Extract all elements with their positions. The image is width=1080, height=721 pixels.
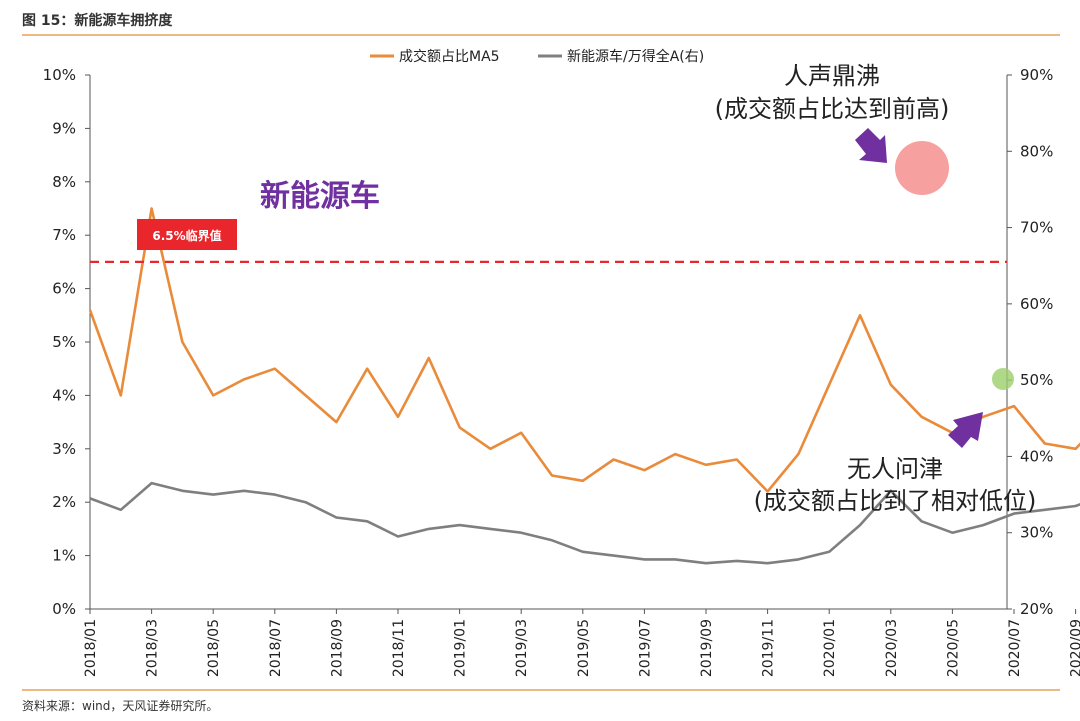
x-tick-label: 2018/07 — [268, 619, 284, 677]
x-tick-label: 2019/01 — [453, 619, 469, 677]
x-tick-label: 2020/09 — [1069, 619, 1080, 677]
threshold-label: 6.5%临界值 — [152, 228, 221, 243]
annotation-high-line2: (成交额占比达到前高) — [715, 95, 950, 123]
x-tick-label: 2019/05 — [576, 619, 592, 677]
highlight-circle-low — [992, 368, 1014, 390]
y-left-tick-label: 9% — [52, 119, 76, 137]
annotations: 新能源车 人声鼎沸 (成交额占比达到前高) 无人问津 (成交额占比到了相对低位) — [260, 62, 1036, 515]
y-right-tick-label: 70% — [1020, 219, 1053, 237]
y-left-tick-label: 7% — [52, 226, 76, 244]
series-layer — [88, 207, 1080, 565]
highlight-circle-high — [895, 141, 949, 195]
annotation-low-line1: 无人问津 — [847, 455, 943, 483]
series-line-ratio — [89, 481, 1080, 565]
x-tick-label: 2020/05 — [945, 619, 961, 677]
annotation-title: 新能源车 — [260, 179, 380, 214]
x-tick-label: 2019/07 — [637, 619, 653, 677]
annotation-low-line2: (成交额占比到了相对低位) — [754, 487, 1037, 515]
arrow-high — [855, 128, 887, 163]
threshold-layer: 6.5%临界值 — [90, 219, 1007, 263]
y-left-tick-label: 6% — [52, 280, 76, 298]
figure-title: 图 15：新能源车拥挤度 — [22, 13, 173, 29]
threshold-label-box — [137, 219, 237, 250]
y-left-tick-label: 2% — [52, 493, 76, 511]
x-tick-label: 2019/11 — [761, 619, 777, 677]
x-tick-label: 2019/09 — [699, 619, 715, 677]
axes: 0% 1% 2% 3% 4% 5% 6% 7% 8% 9% 10% 20% 30% 40% 50% 60% 70… — [43, 66, 1080, 677]
y-left-tick-label: 0% — [52, 600, 76, 618]
y-right-tick-label: 30% — [1020, 524, 1053, 542]
legend: 成交额占比MA5 新能源车/万得全A(右) — [370, 48, 704, 65]
y-left-tick-label: 4% — [52, 386, 76, 404]
annotation-high-line1: 人声鼎沸 — [784, 62, 880, 90]
x-tick-label: 2018/05 — [206, 619, 222, 677]
arrow-low — [948, 412, 983, 448]
y-left-tick-label: 3% — [52, 440, 76, 458]
x-tick-label: 2019/03 — [514, 619, 530, 677]
x-tick-label: 2018/01 — [83, 619, 99, 677]
y-right-tick-label: 50% — [1020, 371, 1053, 389]
y-right-tick-label: 40% — [1020, 447, 1053, 465]
x-tick-label: 2018/03 — [145, 619, 161, 677]
x-tick-label: 2020/03 — [884, 619, 900, 677]
source-note: 资料来源：wind，天风证券研究所。 — [22, 699, 219, 713]
y-right-tick-label: 60% — [1020, 295, 1053, 313]
y-left-tick-label: 5% — [52, 333, 76, 351]
series-line-turnover — [88, 207, 1080, 493]
y-left-tick-label: 1% — [52, 547, 76, 565]
x-tick-label: 2018/09 — [329, 619, 345, 677]
y-right-tick-label: 80% — [1020, 142, 1053, 160]
x-tick-label: 2018/11 — [391, 619, 407, 677]
legend-label-turnover: 成交额占比MA5 — [399, 48, 500, 65]
y-right-tick-label: 90% — [1020, 66, 1053, 84]
legend-label-ratio: 新能源车/万得全A(右) — [567, 48, 704, 65]
x-tick-label: 2020/07 — [1007, 619, 1023, 677]
y-left-tick-label: 10% — [43, 66, 76, 84]
y-left-tick-label: 8% — [52, 173, 76, 191]
y-right-tick-label: 20% — [1020, 600, 1053, 618]
x-tick-label: 2020/01 — [822, 619, 838, 677]
